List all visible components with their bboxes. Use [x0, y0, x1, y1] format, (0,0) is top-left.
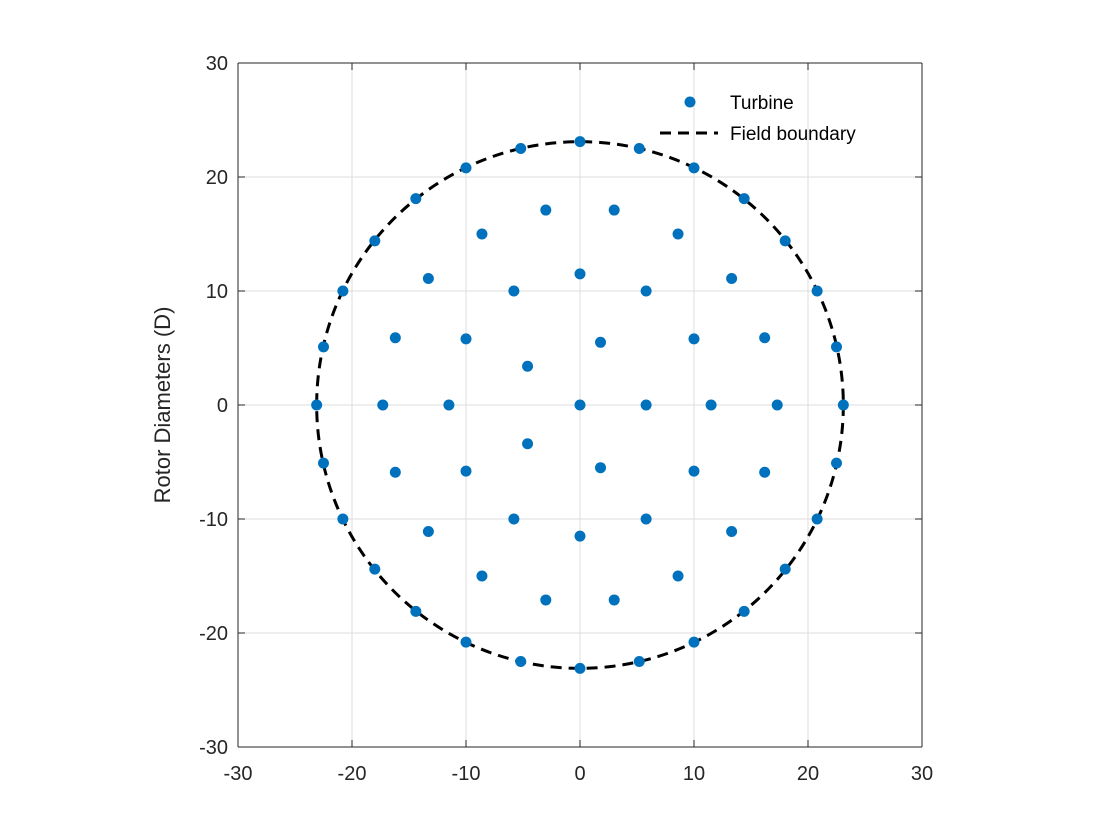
turbine-point	[508, 285, 520, 297]
turbine-point	[318, 341, 329, 353]
turbine-point	[672, 228, 684, 240]
turbine-point	[811, 513, 823, 525]
turbine-point	[460, 333, 472, 345]
turbine-series	[311, 136, 849, 674]
x-tick-label: -10	[452, 763, 481, 785]
turbine-point	[759, 332, 771, 344]
y-tick-label: 10	[206, 281, 228, 303]
tick-labels: -30 -20 -10 0 10 20 30 -30 -20 -10 0 10 20 30	[199, 53, 933, 785]
turbine-point	[318, 457, 329, 469]
turbine-point	[640, 399, 652, 411]
turbine-point	[779, 563, 791, 575]
legend: Turbine Field boundary	[660, 93, 856, 145]
turbine-point	[831, 457, 842, 469]
turbine-point	[540, 204, 552, 216]
turbine-point	[377, 399, 389, 411]
turbine-point	[633, 656, 645, 667]
turbine-point	[476, 228, 488, 240]
turbine-point	[515, 143, 527, 154]
turbine-point	[476, 570, 488, 582]
x-tick-label: -30	[224, 763, 253, 785]
turbine-point	[522, 438, 534, 450]
turbine-point	[410, 193, 422, 205]
turbine-point	[460, 162, 472, 174]
x-tick-label: 30	[911, 763, 933, 785]
turbine-point	[640, 513, 652, 525]
turbine-point	[811, 285, 823, 297]
y-tick-label: 0	[217, 395, 228, 417]
turbine-point	[837, 399, 849, 411]
turbine-point	[311, 399, 323, 411]
turbine-point	[672, 570, 684, 582]
turbine-point	[422, 272, 434, 284]
turbine-point	[771, 399, 783, 411]
turbine-point	[633, 143, 645, 154]
turbine-point	[738, 605, 750, 617]
y-tick-label: 20	[206, 167, 228, 189]
x-tick-label: -20	[338, 763, 367, 785]
turbine-point	[460, 465, 472, 477]
turbine-point	[508, 513, 520, 525]
turbine-point	[831, 341, 842, 353]
turbine-point	[608, 594, 620, 606]
turbine-point	[608, 204, 620, 216]
turbine-point	[460, 636, 472, 648]
turbine-point	[705, 399, 717, 411]
turbine-point	[515, 656, 527, 667]
axes	[237, 62, 923, 748]
turbine-point	[688, 162, 700, 174]
turbine-point	[726, 526, 738, 538]
turbine-point	[738, 193, 750, 205]
turbine-point	[522, 360, 534, 372]
turbine-point	[337, 513, 349, 525]
turbine-point	[759, 466, 771, 478]
y-tick-label: -30	[199, 737, 228, 759]
turbine-point	[779, 235, 791, 247]
legend-turbine-marker	[684, 96, 696, 108]
turbine-point	[540, 594, 552, 606]
turbine-point	[574, 530, 586, 542]
turbine-point	[688, 333, 700, 345]
turbine-point	[337, 285, 349, 297]
turbine-point	[443, 399, 455, 411]
turbine-point	[688, 636, 700, 648]
turbine-point	[574, 399, 586, 411]
x-tick-label: 10	[683, 763, 705, 785]
turbine-point	[595, 462, 607, 474]
turbine-point	[369, 563, 381, 575]
y-tick-label: 30	[206, 53, 228, 75]
x-tick-label: 0	[574, 763, 585, 785]
y-axis-label: Rotor Diameters (D)	[150, 307, 175, 504]
y-tick-label: -20	[199, 623, 228, 645]
turbine-point	[369, 235, 381, 247]
turbine-point	[595, 336, 607, 348]
turbine-point	[640, 285, 652, 297]
turbine-point	[688, 465, 700, 477]
legend-turbine-label: Turbine	[730, 93, 794, 114]
legend-boundary-label: Field boundary	[730, 124, 856, 145]
turbine-point	[410, 605, 422, 617]
turbine-point	[422, 526, 434, 538]
turbine-point	[389, 332, 401, 344]
turbine-point	[574, 268, 586, 280]
turbine-point	[574, 662, 586, 674]
turbine-point	[574, 136, 586, 148]
turbine-point	[389, 466, 401, 478]
y-tick-label: -10	[199, 509, 228, 531]
x-tick-label: 20	[797, 763, 819, 785]
turbine-point	[726, 272, 738, 284]
